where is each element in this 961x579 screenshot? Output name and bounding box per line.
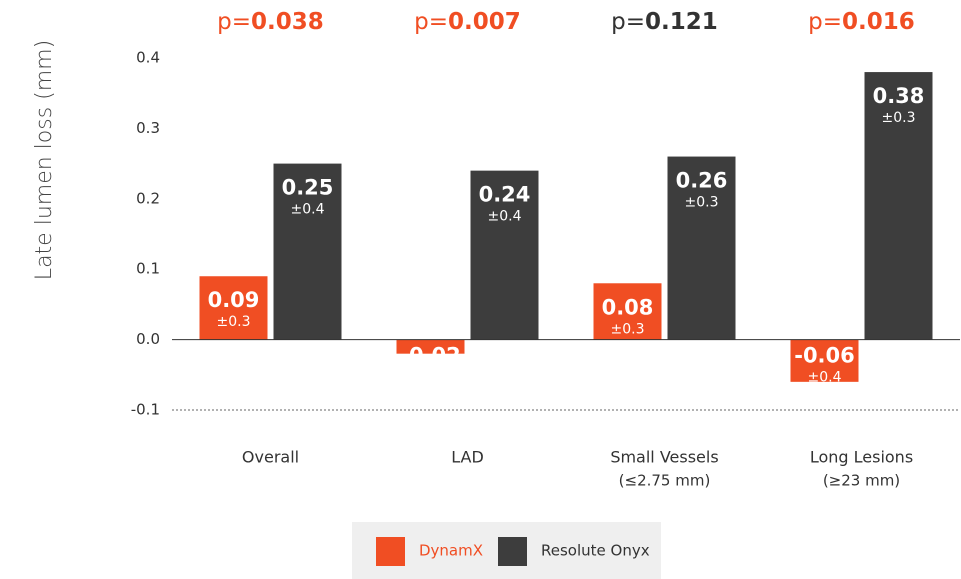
y-tick-label: -0.1 bbox=[131, 401, 160, 419]
p-prefix: p= bbox=[808, 9, 842, 35]
legend-swatch bbox=[498, 537, 527, 566]
x-tick-label: Overall bbox=[242, 448, 299, 467]
p-number: 0.121 bbox=[645, 9, 718, 35]
value-label: -0.06 bbox=[794, 344, 855, 368]
p-prefix: p= bbox=[611, 9, 645, 35]
p-prefix: p= bbox=[217, 9, 251, 35]
value-label: 0.24 bbox=[479, 183, 531, 207]
y-axis-title: Late lumen loss (mm) bbox=[32, 40, 57, 280]
x-tick-label: Long Lesions bbox=[810, 448, 913, 467]
value-label: 0.26 bbox=[676, 169, 728, 193]
p-number: 0.007 bbox=[448, 9, 521, 35]
bar bbox=[667, 156, 736, 340]
p-number: 0.038 bbox=[251, 9, 324, 35]
x-tick-label: LAD bbox=[451, 448, 484, 467]
legend-swatch bbox=[376, 537, 405, 566]
error-label: ±0.4 bbox=[808, 370, 842, 386]
p-value: p=0.121 bbox=[611, 9, 718, 35]
value-label: 0.08 bbox=[602, 295, 654, 319]
bar bbox=[396, 339, 465, 354]
value-label: 0.38 bbox=[873, 84, 925, 108]
error-label: ±0.4 bbox=[291, 202, 325, 218]
bar bbox=[199, 276, 268, 340]
error-label: ±0.4 bbox=[488, 209, 522, 225]
y-tick-label: 0.2 bbox=[136, 189, 160, 207]
p-value: p=0.038 bbox=[217, 9, 324, 35]
legend-label: Resolute Onyx bbox=[541, 542, 650, 560]
bar bbox=[593, 283, 662, 340]
error-label: ±0.3 bbox=[414, 370, 448, 386]
error-label: ±0.3 bbox=[611, 321, 645, 337]
p-number: 0.016 bbox=[842, 9, 915, 35]
p-prefix: p= bbox=[414, 9, 448, 35]
error-label: ±0.3 bbox=[882, 110, 916, 126]
p-value: p=0.016 bbox=[808, 9, 915, 35]
value-label: 0.25 bbox=[282, 176, 334, 200]
error-label: ±0.3 bbox=[217, 314, 251, 330]
bar bbox=[790, 339, 859, 382]
error-label: ±0.3 bbox=[685, 195, 719, 211]
y-tick-label: 0.0 bbox=[136, 330, 160, 348]
x-tick-label: Small Vessels bbox=[610, 448, 718, 467]
y-tick-label: 0.3 bbox=[136, 119, 160, 137]
y-tick-label: 0.4 bbox=[136, 49, 160, 67]
legend-label: DynamX bbox=[419, 542, 483, 560]
x-tick-note: (≤2.75 mm) bbox=[619, 472, 711, 490]
bar bbox=[864, 72, 933, 340]
value-label: -0.02 bbox=[400, 344, 461, 368]
y-tick-label: 0.1 bbox=[136, 260, 160, 278]
bar bbox=[273, 163, 342, 340]
bar bbox=[470, 170, 539, 340]
p-value: p=0.007 bbox=[414, 9, 521, 35]
x-tick-note: (≥23 mm) bbox=[823, 472, 900, 490]
value-label: 0.09 bbox=[208, 288, 260, 312]
